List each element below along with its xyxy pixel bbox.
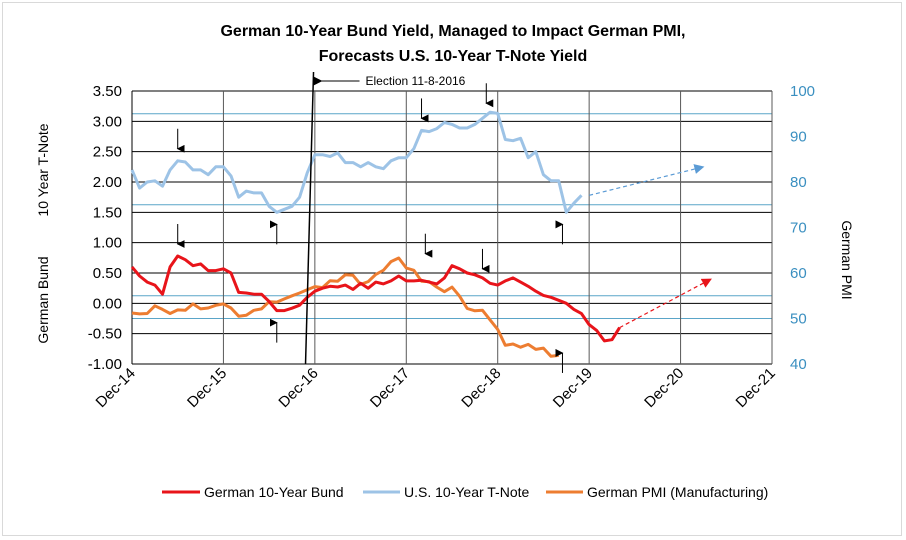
chart-title-line-2: Forecasts U.S. 10-Year T-Note Yield: [319, 48, 588, 65]
chart-title-line-1: German 10-Year Bund Yield, Managed to Im…: [220, 23, 685, 40]
pmi-line: [131, 256, 559, 358]
tnote-forecast-arrow: [588, 164, 705, 196]
y-left-tick-label: 0.50: [93, 265, 122, 282]
y-left-tick-label: 2.50: [93, 144, 122, 161]
annotations: Election 11-8-2016: [176, 71, 712, 373]
legend: German 10-Year Bund U.S. 10-Year T-Note …: [162, 484, 768, 500]
y-right-tick-label: 60: [790, 265, 807, 282]
y-left-tick-label: 0.00: [93, 295, 122, 312]
bund-line: [130, 254, 621, 343]
x-tick-label: Dec-17: [367, 365, 413, 411]
bund-forecast-arrow: [619, 278, 712, 329]
gridlines: [131, 90, 773, 365]
y-left-tick-label: -1.00: [88, 356, 122, 373]
y-axis-label-left-tnote: 10 Year T-Note: [35, 123, 51, 216]
x-tick-label: Dec-18: [458, 365, 504, 411]
legend-label-pmi: German PMI (Manufacturing): [587, 484, 768, 500]
y-right-tick-label: 70: [790, 220, 807, 237]
x-tick-label: Dec-19: [550, 365, 596, 411]
y-left-tick-label: 3.00: [93, 113, 122, 130]
y-axis-label-right: German PMI: [839, 220, 855, 299]
x-tick-label: Dec-20: [641, 365, 687, 411]
x-tick-label: Dec-16: [275, 365, 321, 411]
y-left-tick-label: 1.50: [93, 204, 122, 221]
y-left-tick-label: 2.00: [93, 174, 122, 191]
y-right-tick-label: 50: [790, 311, 807, 328]
tnote-line: [130, 110, 583, 214]
x-tick-label: Dec-15: [184, 365, 230, 411]
y-left-tick-label: -0.50: [88, 326, 122, 343]
y-right-tick-label: 80: [790, 174, 807, 191]
y-left-tick-label: 3.50: [93, 83, 122, 100]
y-right-tick-label: 90: [790, 129, 807, 146]
series-lines: [130, 110, 621, 358]
election-line: [304, 71, 315, 365]
y-left-tick-label: 1.00: [93, 235, 122, 252]
legend-label-tnote: U.S. 10-Year T-Note: [404, 484, 530, 500]
y-right-tick-label: 100: [790, 83, 815, 100]
y-axis-label-left-bund: German Bund: [35, 256, 51, 343]
election-label: Election 11-8-2016: [366, 74, 466, 88]
y-right-tick-label: 40: [790, 356, 807, 373]
axis-ticks: 3.50 3.00 2.50 2.00 1.50 1.00 0.50 0.00 -0.50 -1.…: [88, 83, 815, 411]
x-tick-label: Dec-21: [733, 365, 779, 411]
legend-label-bund: German 10-Year Bund: [204, 484, 344, 500]
